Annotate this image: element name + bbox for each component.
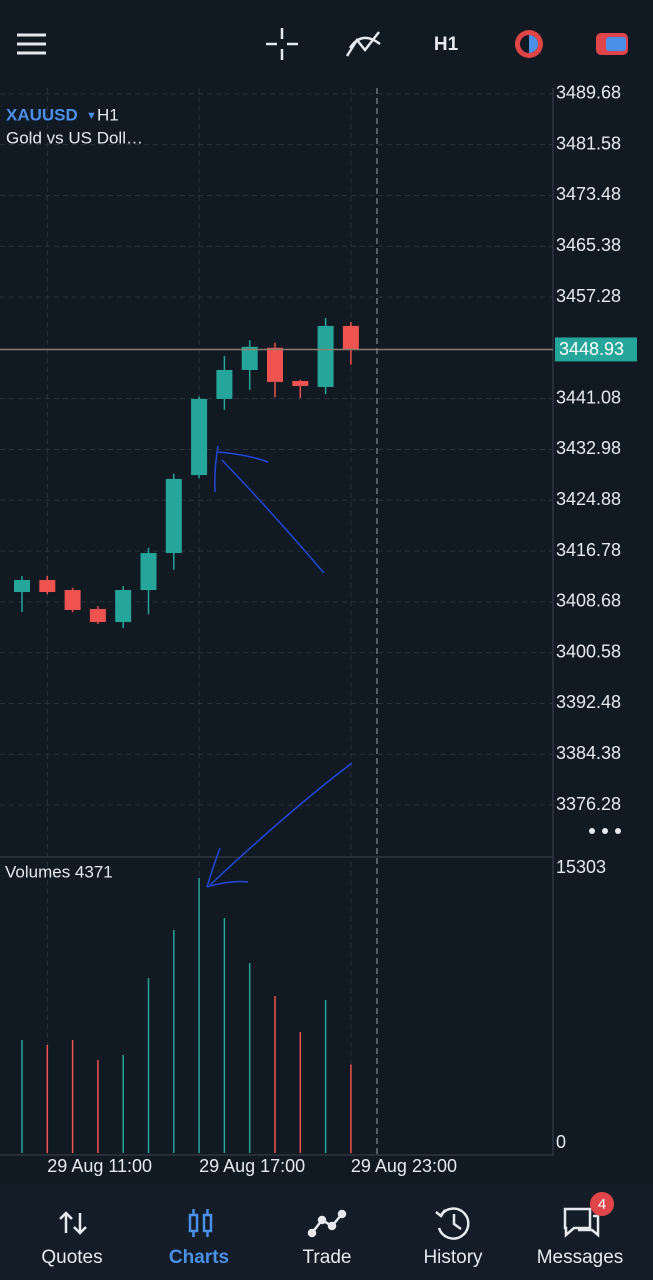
candle-body bbox=[342, 325, 359, 350]
chart: 3489.68 3481.58 3473.48 3465.38 3457.28 3441.… bbox=[0, 83, 637, 1176]
y-tick-label: 3473.48 bbox=[556, 184, 621, 204]
y-tick-label: 3489.68 bbox=[556, 83, 621, 103]
candle-body bbox=[292, 380, 309, 387]
volume-tick-label: 0 bbox=[556, 1132, 566, 1152]
y-tick-label: 3400.58 bbox=[556, 641, 621, 661]
y-tick-label: 3424.88 bbox=[556, 489, 621, 509]
y-tick-label: 3441.08 bbox=[556, 387, 621, 407]
candle-body bbox=[191, 398, 208, 476]
candle-body bbox=[267, 347, 283, 382]
y-tick-label: 3416.78 bbox=[556, 540, 621, 560]
trade-icon bbox=[307, 1209, 347, 1238]
charts-icon bbox=[188, 1209, 213, 1237]
symbol-dropdown-arrow[interactable]: ▼ bbox=[86, 110, 97, 122]
symbol-description: Gold vs US Doll… bbox=[6, 128, 143, 147]
nav-item[interactable]: Quotes bbox=[41, 1247, 102, 1268]
current-price-box bbox=[555, 337, 637, 362]
timeframe-button[interactable]: H1 bbox=[434, 34, 459, 55]
candle-body bbox=[317, 325, 334, 387]
y-tick-label: 3376.28 bbox=[556, 794, 621, 814]
badge-count: 4 bbox=[598, 1196, 606, 1213]
candle-body bbox=[165, 478, 182, 554]
crosshair-button[interactable] bbox=[266, 28, 298, 60]
volume-label: Volumes 4371 bbox=[5, 862, 113, 881]
menu-button[interactable] bbox=[17, 33, 46, 55]
y-tick-label: 3457.28 bbox=[556, 286, 621, 306]
candle-body bbox=[64, 590, 81, 610]
bottom-nav bbox=[0, 1185, 653, 1280]
candle-body bbox=[115, 590, 132, 623]
badge bbox=[590, 1192, 614, 1216]
x-tick-label: 29 Aug 11:00 bbox=[47, 1156, 152, 1176]
chart-timeframe: H1 bbox=[97, 105, 119, 124]
y-tick-label: 3432.98 bbox=[556, 438, 621, 458]
y-tick-label: 3392.48 bbox=[556, 692, 621, 712]
y-tick-label: 3465.38 bbox=[556, 235, 621, 255]
candle-body bbox=[39, 579, 56, 593]
candle-body bbox=[140, 553, 157, 591]
candle-body bbox=[241, 346, 258, 370]
hand-drawing bbox=[206, 445, 353, 888]
nav-item[interactable]: Trade bbox=[303, 1247, 352, 1268]
volume-tick-label: 15303 bbox=[556, 857, 606, 877]
symbol[interactable]: XAUUSD bbox=[6, 105, 78, 124]
candle-body bbox=[14, 579, 30, 593]
y-tick-label: 3408.68 bbox=[556, 591, 621, 611]
more-button[interactable] bbox=[589, 828, 621, 834]
current-price-label: 3448.93 bbox=[559, 339, 624, 359]
x-tick-label: 29 Aug 17:00 bbox=[199, 1156, 305, 1176]
quotes-icon bbox=[59, 1211, 87, 1235]
trade-signals-button[interactable] bbox=[515, 30, 543, 58]
y-tick-label: 3481.58 bbox=[556, 133, 621, 153]
nav-item[interactable]: Charts bbox=[169, 1247, 229, 1268]
indicators-button[interactable] bbox=[345, 31, 381, 57]
candle-body bbox=[216, 369, 233, 399]
nav-item[interactable]: History bbox=[423, 1247, 483, 1268]
nav-labels: Quotes Charts Trade History Messages bbox=[41, 1247, 623, 1268]
x-tick-label: 29 Aug 23:00 bbox=[351, 1156, 457, 1176]
messages-icon bbox=[563, 1207, 600, 1238]
one-click-button[interactable] bbox=[596, 33, 628, 55]
nav-item[interactable]: Messages bbox=[537, 1247, 624, 1268]
y-tick-label: 3384.38 bbox=[556, 743, 621, 763]
candle-body bbox=[89, 608, 106, 623]
history-icon bbox=[435, 1207, 470, 1240]
